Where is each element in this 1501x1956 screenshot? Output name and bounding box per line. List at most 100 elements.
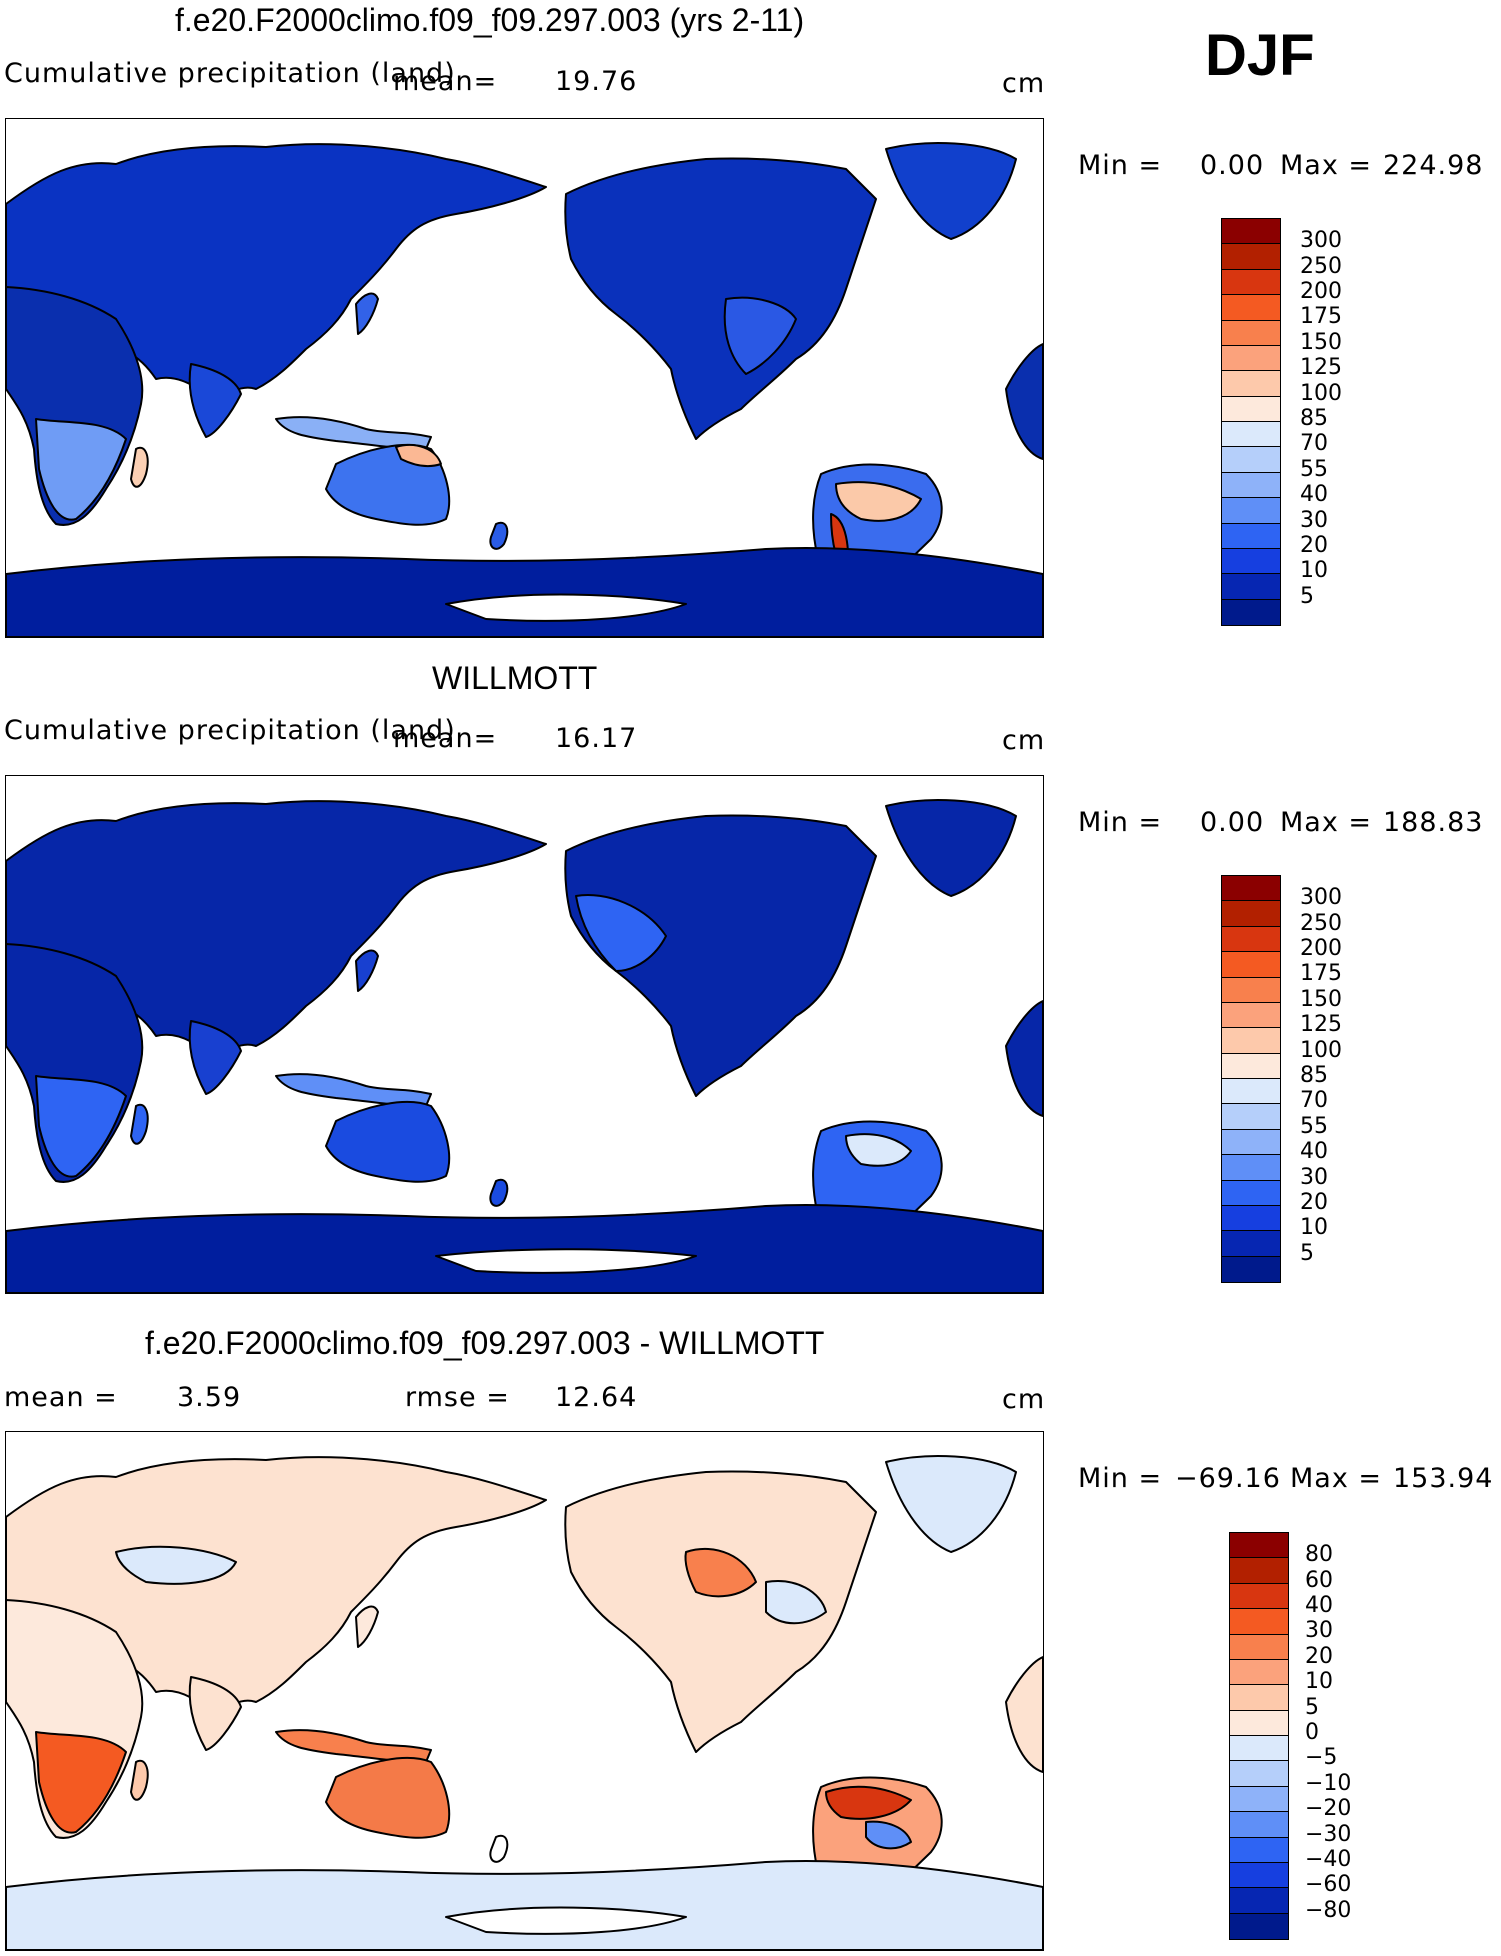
cbar1-swatch-9 xyxy=(1222,447,1280,473)
panel1-map-svg xyxy=(6,142,1043,637)
amazon-region xyxy=(835,481,922,522)
cbar3-swatch-0 xyxy=(1230,1533,1288,1559)
greenland xyxy=(885,142,1017,240)
cbar1-swatch-3 xyxy=(1222,295,1280,321)
southern-africa-region xyxy=(35,1731,127,1834)
panel2-colorbar xyxy=(1221,875,1281,1283)
cbar1-tick: 150 xyxy=(1300,330,1342,355)
greenland xyxy=(885,1455,1017,1553)
north-america-east xyxy=(723,296,797,375)
panel1-colorbar xyxy=(1221,218,1281,626)
southern-africa-region xyxy=(35,1075,127,1178)
panel3-colorbar xyxy=(1229,1532,1289,1940)
cbar3-swatch-13 xyxy=(1230,1862,1288,1889)
cbar3-tick: 40 xyxy=(1305,1593,1333,1618)
cbar3-tick: 5 xyxy=(1305,1695,1319,1720)
japan xyxy=(355,292,379,335)
cbar3-tick: 0 xyxy=(1305,1720,1319,1745)
cbar2-swatch-4 xyxy=(1222,977,1280,1003)
india-landmass xyxy=(188,1020,242,1095)
amazon-dry-bias xyxy=(865,1820,912,1850)
cbar2-swatch-3 xyxy=(1222,952,1280,978)
cbar3-swatch-15 xyxy=(1230,1913,1288,1939)
cbar3-swatch-4 xyxy=(1230,1634,1288,1660)
amazon-wet-bias xyxy=(825,1785,912,1820)
cbar1-tick: 300 xyxy=(1300,228,1342,253)
amazon-region xyxy=(845,1133,912,1167)
cbar2-swatch-14 xyxy=(1222,1231,1280,1257)
india-landmass xyxy=(188,363,242,438)
indonesia-islands xyxy=(275,416,432,450)
panel3-map xyxy=(5,1431,1044,1951)
cbar1-swatch-11 xyxy=(1222,498,1280,524)
cbar3-tick: 60 xyxy=(1305,1568,1333,1593)
cbar2-tick: 70 xyxy=(1300,1088,1328,1113)
cbar1-tick: 10 xyxy=(1300,558,1328,583)
cbar2-tick: 5 xyxy=(1300,1241,1314,1266)
antarctica-landmass xyxy=(6,547,1043,637)
west-europe-edge xyxy=(1005,343,1043,460)
cbar2-swatch-8 xyxy=(1222,1079,1280,1105)
madagascar xyxy=(130,1759,149,1801)
panel3-min-label: Min = xyxy=(1078,1463,1163,1494)
cbar2-tick: 85 xyxy=(1300,1063,1328,1088)
cbar1-tick: 100 xyxy=(1300,381,1342,406)
australia-landmass xyxy=(325,1756,451,1839)
cbar2-tick: 300 xyxy=(1300,885,1342,910)
antarctica-ice-shelf xyxy=(445,1906,687,1935)
cbar2-swatch-9 xyxy=(1222,1104,1280,1130)
panel2-map xyxy=(5,775,1044,1294)
indonesia-islands xyxy=(275,1729,432,1763)
eurasia-landmass xyxy=(6,1456,547,1718)
cbar3-tick: 10 xyxy=(1305,1669,1333,1694)
cbar3-swatch-5 xyxy=(1230,1659,1288,1686)
india-landmass xyxy=(188,1676,242,1751)
cbar1-swatch-4 xyxy=(1222,320,1280,346)
new-zealand xyxy=(489,1834,509,1863)
new-zealand xyxy=(489,521,509,550)
cbar2-tick: 20 xyxy=(1300,1190,1328,1215)
cbar3-swatch-14 xyxy=(1230,1888,1288,1914)
cbar2-swatch-5 xyxy=(1222,1002,1280,1029)
cbar1-swatch-2 xyxy=(1222,269,1280,296)
panel2-mean-label: mean= xyxy=(393,723,498,754)
panel2-max-label: Max = xyxy=(1280,807,1373,838)
cbar3-tick: −80 xyxy=(1305,1898,1352,1923)
cbar1-tick: 85 xyxy=(1300,406,1328,431)
eurasia-landmass xyxy=(6,143,547,405)
central-asia-dry xyxy=(115,1545,237,1585)
cbar1-tick: 200 xyxy=(1300,279,1342,304)
panel2-map-svg xyxy=(6,799,1043,1293)
panel3-rmse-value: 12.64 xyxy=(555,1382,638,1413)
panel3-min-value: −69.16 xyxy=(1175,1463,1281,1494)
cbar2-swatch-11 xyxy=(1222,1155,1280,1181)
cbar3-swatch-9 xyxy=(1230,1761,1288,1787)
cbar1-swatch-12 xyxy=(1222,523,1280,549)
antarctica-landmass xyxy=(6,1860,1043,1950)
panel1-title: f.e20.F2000climo.f09_f09.297.003 (yrs 2-… xyxy=(175,2,805,38)
cbar3-tick: −40 xyxy=(1305,1847,1352,1872)
panel3-unit: cm xyxy=(1002,1384,1046,1415)
panel3-max-value: 153.94 xyxy=(1393,1463,1494,1494)
cbar2-tick: 125 xyxy=(1300,1012,1342,1037)
japan xyxy=(355,949,379,992)
panel1-unit: cm xyxy=(1002,68,1046,99)
panel2-min-label: Min = xyxy=(1078,807,1163,838)
panel1-variable: Cumulative precipitation (land) xyxy=(4,58,456,89)
cbar1-tick: 125 xyxy=(1300,355,1342,380)
new-zealand xyxy=(489,1178,509,1207)
cbar1-tick: 30 xyxy=(1300,508,1328,533)
cbar1-tick: 70 xyxy=(1300,431,1328,456)
cbar3-tick: −30 xyxy=(1305,1822,1352,1847)
cbar2-swatch-15 xyxy=(1222,1256,1280,1282)
cbar2-tick: 200 xyxy=(1300,936,1342,961)
cbar1-swatch-5 xyxy=(1222,345,1280,372)
north-america-west xyxy=(575,894,667,972)
north-america-west xyxy=(684,1547,757,1598)
cbar3-swatch-7 xyxy=(1230,1710,1288,1736)
cbar3-swatch-11 xyxy=(1230,1812,1288,1838)
cbar3-tick: −60 xyxy=(1305,1872,1352,1897)
eurasia-landmass xyxy=(6,800,547,1062)
antarctica-ice-shelf xyxy=(445,593,687,622)
cbar3-tick: 20 xyxy=(1305,1644,1333,1669)
